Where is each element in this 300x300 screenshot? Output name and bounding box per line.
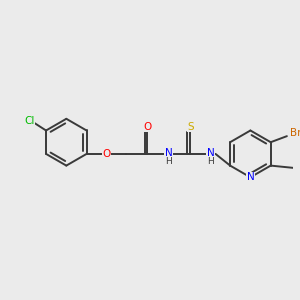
Text: Cl: Cl xyxy=(25,116,35,126)
Text: N: N xyxy=(247,172,254,182)
Text: O: O xyxy=(143,122,152,132)
Text: H: H xyxy=(165,157,172,166)
Text: O: O xyxy=(102,149,111,159)
Text: N: N xyxy=(207,148,214,158)
Text: Br: Br xyxy=(290,128,300,138)
Text: H: H xyxy=(207,157,214,166)
Text: N: N xyxy=(165,148,172,158)
Text: S: S xyxy=(187,122,194,132)
